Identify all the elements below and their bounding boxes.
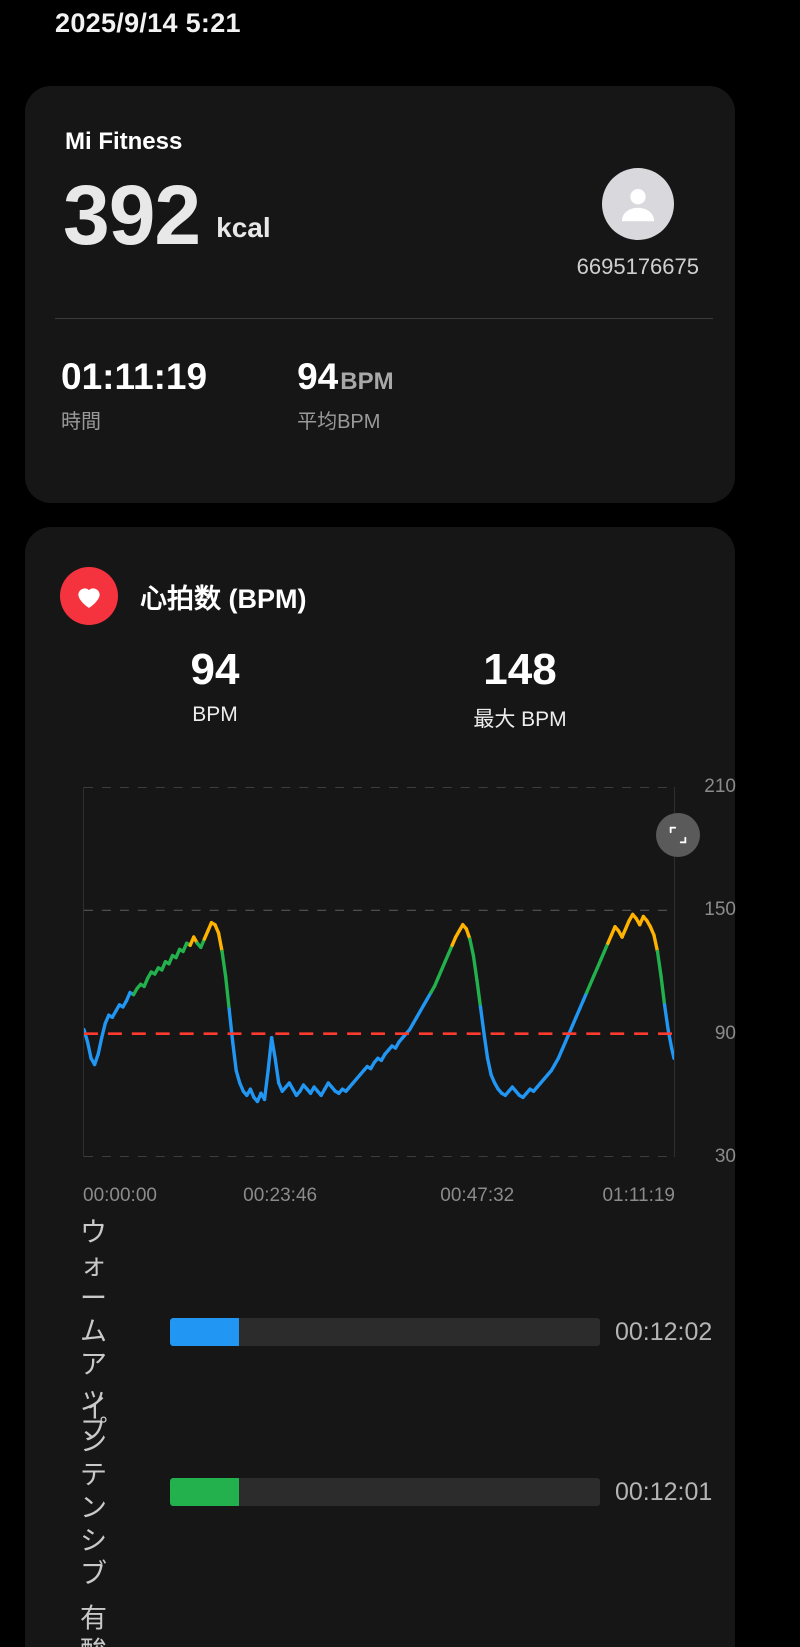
heart-rate-zone-row: ウォームアップ 00:12:02 <box>25 1218 735 1446</box>
user-avatar-icon[interactable] <box>601 168 674 240</box>
heart-rate-stats: 94 BPM 148 最大 BPM <box>25 645 735 733</box>
zone-name-label: インテンシブ <box>80 1394 107 1589</box>
calories-unit: kcal <box>216 211 271 243</box>
zone-progress-fill <box>170 1318 239 1346</box>
heart-rate-title: 心拍数 (BPM) <box>140 583 307 614</box>
workout-summary-card: Mi Fitness 392 kcal 6695176675 01:11:19 … <box>25 86 735 503</box>
calories-block: 392 kcal <box>63 168 271 262</box>
chart-x-tick: 00:47:32 <box>440 1185 515 1206</box>
heart-rate-card: 心拍数 (BPM) 94 BPM 148 最大 BPM 210 150 90 30 <box>25 527 736 1647</box>
heart-rate-zones: ウォームアップ 00:12:02 インテンシブ 00:12:01 有酸素 <box>25 1218 735 1647</box>
user-id-label: 6695176675 <box>576 254 699 279</box>
expand-fullscreen-icon[interactable] <box>656 813 700 857</box>
calories-value: 392 <box>63 168 201 262</box>
app-name-label: Mi Fitness <box>65 128 183 155</box>
hr-current-label: BPM <box>192 703 238 727</box>
metric-avg-bpm-suffix: BPM <box>340 368 394 395</box>
metric-avg-bpm-value: 94 <box>297 356 339 397</box>
chart-x-tick: 01:11:19 <box>602 1185 675 1206</box>
card-divider <box>55 318 713 319</box>
zone-duration-label: 00:12:01 <box>615 1477 713 1506</box>
chart-y-tick: 90 <box>714 1022 736 1044</box>
metric-duration: 01:11:19 時間 <box>61 356 208 434</box>
heart-rate-zone-row: 有酸素 <box>25 1572 735 1647</box>
hr-current-value: 94 <box>190 645 240 694</box>
metric-duration-label: 時間 <box>61 410 101 433</box>
hr-stat-max: 148 最大 BPM <box>365 645 675 733</box>
metric-avg-bpm-label: 平均BPM <box>297 410 381 433</box>
summary-metrics: 01:11:19 時間 94 BPM 平均BPM <box>61 356 484 434</box>
chart-y-tick: 210 <box>704 776 736 797</box>
zone-progress-track <box>170 1318 600 1346</box>
heart-rate-chart[interactable]: 210 150 90 30 00:00:00 00:23:46 00:47:32 01:11… <box>60 776 736 1206</box>
hr-max-label: 最大 BPM <box>473 708 567 732</box>
chart-svg <box>84 787 674 1157</box>
heart-rate-zone-row: インテンシブ 00:12:01 <box>25 1394 735 1589</box>
metric-duration-value: 01:11:19 <box>61 356 208 397</box>
status-datetime: 2025/9/14 5:21 <box>55 8 241 38</box>
zone-name-label: 有酸素 <box>80 1603 107 1647</box>
user-profile[interactable]: 6695176675 <box>577 168 699 280</box>
metric-avg-bpm: 94 BPM 平均BPM <box>297 356 394 434</box>
chart-x-axis: 00:00:00 00:23:46 00:47:32 01:11:19 <box>60 1185 710 1215</box>
chart-x-tick: 00:00:00 <box>83 1185 157 1206</box>
zone-duration-label: 00:12:02 <box>615 1317 713 1346</box>
hr-max-value: 148 <box>483 645 557 694</box>
chart-plot-area[interactable]: 210 150 90 30 <box>83 776 736 1167</box>
chart-y-tick: 150 <box>704 899 736 921</box>
chart-x-tick: 00:23:46 <box>243 1185 318 1206</box>
chart-y-tick: 30 <box>714 1146 736 1167</box>
heart-icon <box>60 567 118 625</box>
hr-stat-current: 94 BPM <box>65 645 365 733</box>
zone-progress-fill <box>170 1478 239 1506</box>
zone-name-label: ウォームアップ <box>80 1217 107 1446</box>
heart-rate-header: 心拍数 (BPM) <box>60 567 306 625</box>
zone-progress-track <box>170 1478 600 1506</box>
